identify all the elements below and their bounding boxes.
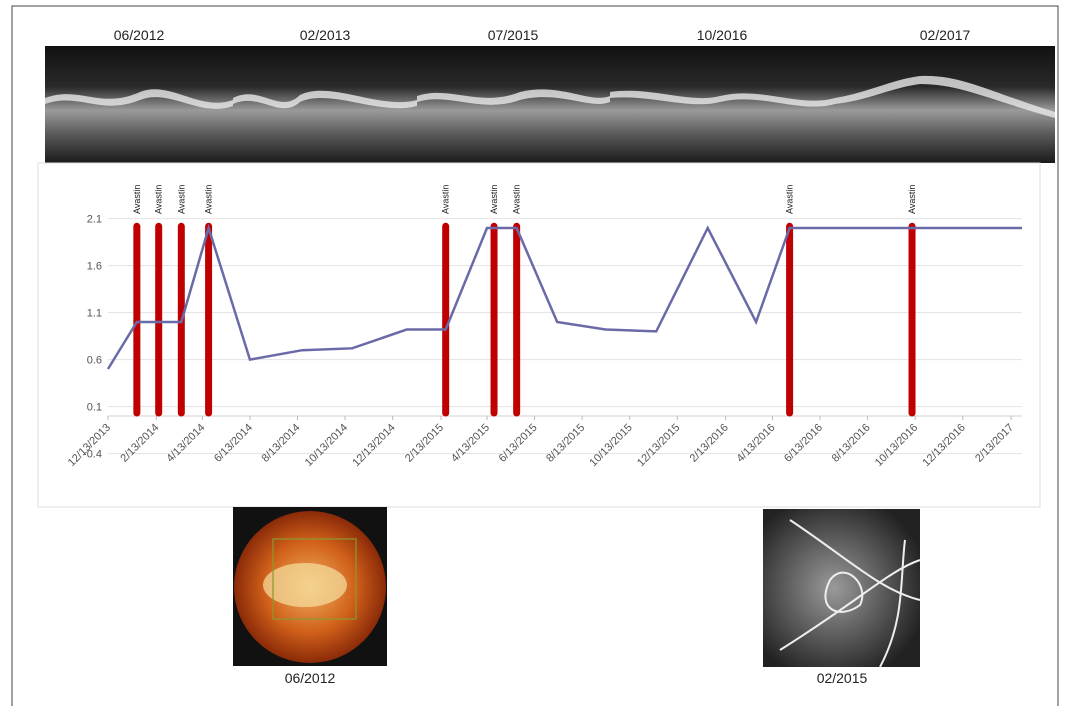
oct-strip [45,46,1055,163]
y-tick-label: 0.1 [87,402,102,414]
y-tick-label: 1.1 [87,308,102,320]
image-label: 06/2012 [114,27,165,43]
image-label: 07/2015 [488,27,539,43]
oct-image [417,46,610,163]
injection-label: Avastin [489,185,499,214]
figure: 06/2012 02/2015 06/2012 02/2013 07/2015 … [0,0,1070,706]
angiogram [763,509,920,667]
image-label: 02/2015 [817,670,868,686]
image-label: 10/2016 [697,27,748,43]
lesion [263,563,347,607]
injection-label: Avastin [785,185,795,214]
image-label: 02/2013 [300,27,351,43]
y-tick-label: 1.6 [87,261,102,273]
injection-label: Avastin [154,185,164,214]
image-label: 06/2012 [285,670,336,686]
injection-label: Avastin [512,185,522,214]
injection-label: Avastin [907,185,917,214]
injection-label: Avastin [441,185,451,214]
injection-label: Avastin [132,185,142,214]
injection-label: Avastin [204,185,214,214]
y-tick-label: 0.6 [87,355,102,367]
y-tick-label: 2.1 [87,214,102,226]
image-label: 02/2017 [920,27,971,43]
injection-label: Avastin [176,185,186,214]
